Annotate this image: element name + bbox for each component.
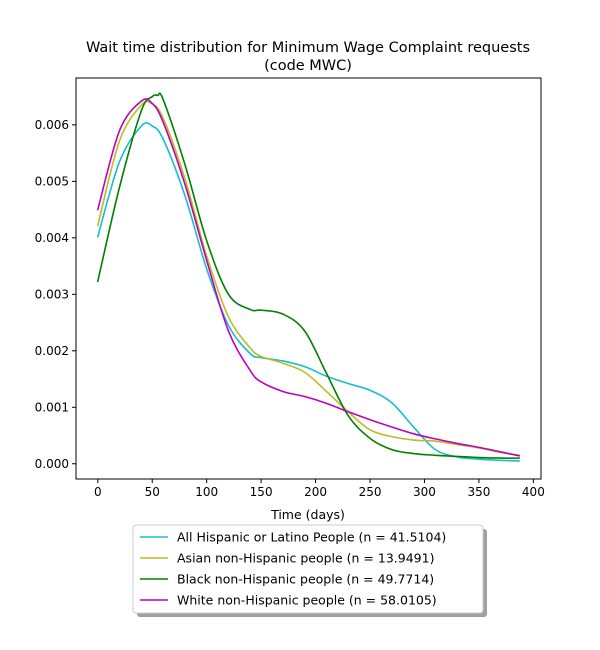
legend-label: White non-Hispanic people (n = 58.0105) xyxy=(177,593,437,608)
y-tick-label: 0.005 xyxy=(35,174,69,188)
x-tick-label: 300 xyxy=(413,485,436,499)
legend-box xyxy=(132,524,484,614)
x-tick-label: 100 xyxy=(195,485,218,499)
x-axis-label: Time (days) xyxy=(270,507,345,522)
legend: All Hispanic or Latino People (n = 41.51… xyxy=(132,524,487,617)
y-tick-label: 0.004 xyxy=(35,231,69,245)
series-line-3 xyxy=(96,92,521,459)
chart-title-line2: (code MWC) xyxy=(264,58,352,74)
plot-area xyxy=(96,92,521,462)
chart-title-line1: Wait time distribution for Minimum Wage … xyxy=(86,40,530,56)
plot-frame xyxy=(75,77,542,480)
series-line-2 xyxy=(96,100,521,457)
series-line-4 xyxy=(96,98,521,457)
y-tick-label: 0.002 xyxy=(35,344,69,358)
x-tick-label: 150 xyxy=(250,485,273,499)
legend-label: All Hispanic or Latino People (n = 41.51… xyxy=(177,530,446,545)
x-tick-label: 200 xyxy=(304,485,327,499)
y-axis: 0.000 0.001 0.002 0.003 0.004 0.005 0.006 xyxy=(35,118,76,471)
x-tick-label: 250 xyxy=(359,485,382,499)
x-tick-label: 50 xyxy=(145,485,160,499)
x-tick-label: 0 xyxy=(94,485,102,499)
x-tick-label: 400 xyxy=(522,485,545,499)
y-tick-label: 0.000 xyxy=(35,457,69,471)
y-tick-label: 0.003 xyxy=(35,287,69,301)
series-line-1 xyxy=(96,122,521,462)
y-tick-label: 0.001 xyxy=(35,400,69,414)
legend-label: Black non-Hispanic people (n = 49.7714) xyxy=(177,572,434,587)
y-tick-label: 0.006 xyxy=(35,118,69,132)
legend-label: Asian non-Hispanic people (n = 13.9491) xyxy=(177,551,434,566)
x-tick-label: 350 xyxy=(467,485,490,499)
x-axis: 0 50 100 150 200 250 300 350 400 xyxy=(94,479,545,499)
